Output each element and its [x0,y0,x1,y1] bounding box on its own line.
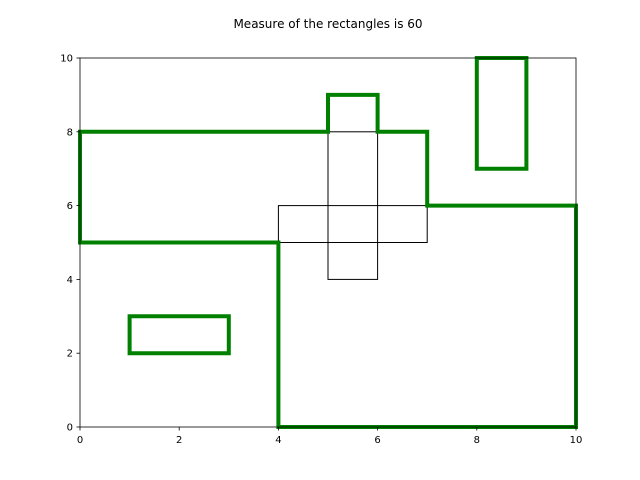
x-axis: 0 2 4 6 8 10 [77,427,583,446]
x-tick-label: 6 [374,435,380,446]
y-tick-label: 0 [67,423,73,434]
y-axis: 0 2 4 6 8 10 [60,54,80,434]
x-tick-label: 4 [275,435,281,446]
y-tick-label: 6 [67,201,73,212]
thin-rectangle-2 [327,94,379,280]
chart-title: Measure of the rectangles is 60 [233,17,422,31]
thin-rectangle-1 [79,131,428,243]
x-tick-label: 8 [474,435,480,446]
x-tick-label: 10 [570,435,583,446]
x-tick-label: 2 [176,435,182,446]
y-tick-label: 10 [60,54,73,65]
y-tick-label: 8 [67,127,73,138]
thin-rectangle-5 [476,57,527,170]
plot-area [78,56,578,429]
axes-frame [79,57,577,428]
y-tick-label: 4 [67,275,73,286]
thin-rectangle-4 [129,315,230,354]
union-outline-1 [78,92,578,429]
x-tick-label: 0 [77,435,83,446]
union-outline-2 [127,314,231,356]
y-tick-label: 2 [67,349,73,360]
union-outline-3 [474,56,529,171]
